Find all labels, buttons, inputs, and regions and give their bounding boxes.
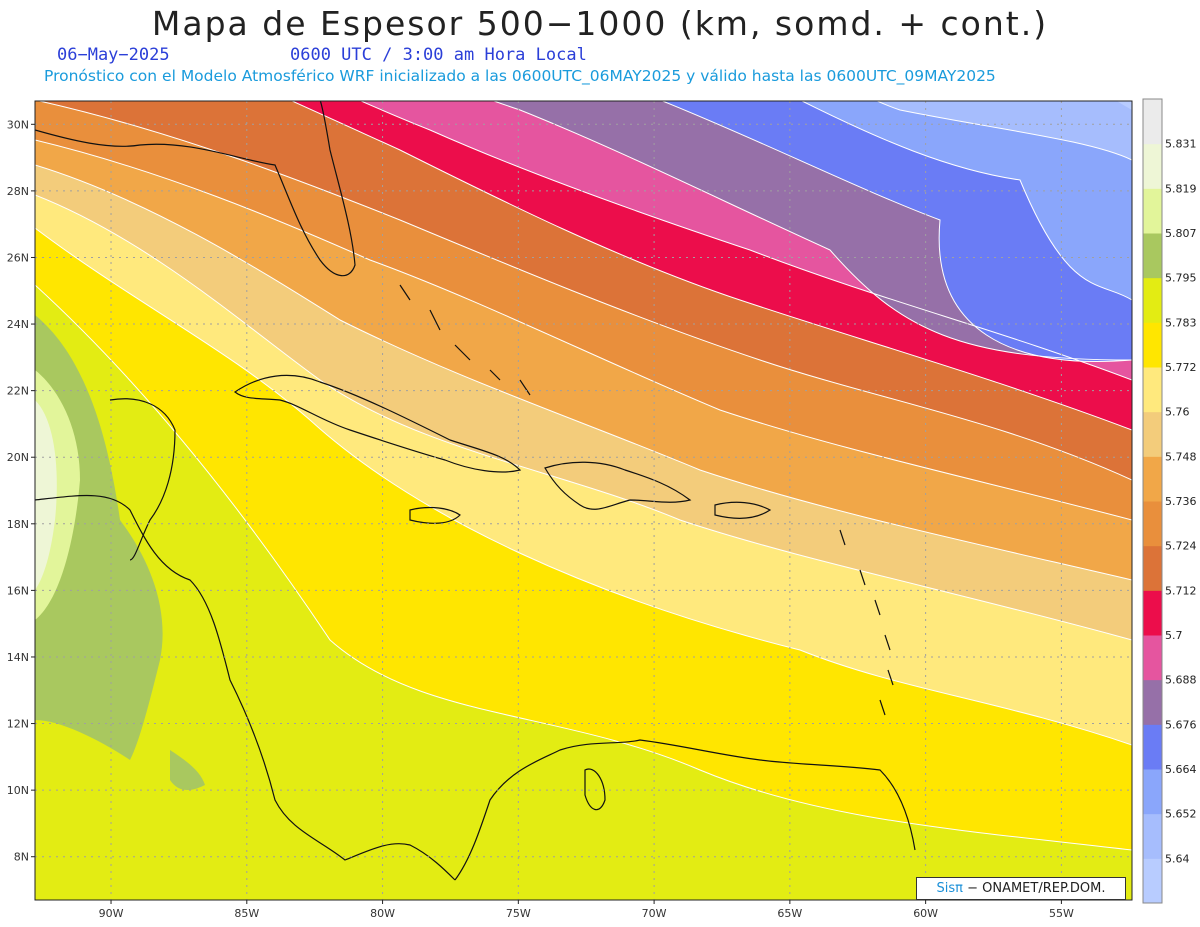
model-subtitle: Pronóstico con el Modelo Atmosférico WRF… [44, 67, 996, 85]
colorbar-label: 5.831 [1165, 138, 1197, 151]
bahamas [399, 284, 531, 396]
lon-label: 70W [642, 907, 667, 920]
colorbar-label: 5.748 [1165, 450, 1197, 463]
latitude-labels: 8N 10N 12N 14N 16N 18N 20N 22N 24N 26N 28N 30N [7, 118, 35, 864]
colorbar-swatch [1143, 635, 1162, 681]
colorbar-swatch [1143, 99, 1162, 145]
lon-label: 85W [234, 907, 259, 920]
colorbar-swatch [1143, 456, 1162, 502]
lon-label: 90W [99, 907, 124, 920]
colorbar-swatch [1143, 143, 1162, 189]
central-america-coast [35, 494, 456, 881]
lon-label: 75W [506, 907, 531, 920]
lat-label: 14N [7, 651, 29, 664]
lat-label: 28N [7, 185, 29, 198]
lon-label: 55W [1049, 907, 1074, 920]
colorbar-label: 5.783 [1165, 316, 1197, 329]
colorbar-label: 5.819 [1165, 182, 1197, 195]
cuba-coast [233, 374, 522, 473]
colorbar-swatch [1143, 769, 1162, 815]
south-america-coast [454, 739, 916, 881]
lat-label: 30N [7, 118, 29, 131]
lat-label: 10N [7, 784, 29, 797]
colorbar-label: 5.736 [1165, 495, 1197, 508]
longitude-labels: 90W 85W 80W 75W 70W 65W 60W 55W [99, 900, 1074, 920]
lat-label: 20N [7, 451, 29, 464]
forecast-time: 0600 UTC / 3:00 am Hora Local [290, 45, 587, 65]
lesser-antilles [839, 529, 894, 716]
colorbar-swatch [1143, 590, 1162, 636]
lat-label: 24N [7, 318, 29, 331]
jamaica-coast [409, 506, 461, 524]
florida-coast [35, 101, 356, 277]
colorbar-label: 5.64 [1165, 852, 1190, 865]
lat-label: 12N [7, 718, 29, 731]
colorbar-swatch [1143, 277, 1162, 323]
lat-label: 16N [7, 584, 29, 597]
forecast-date: 06−May−2025 [57, 45, 170, 65]
colorbar-swatch [1143, 188, 1162, 234]
colorbar-label: 5.807 [1165, 227, 1197, 240]
colorbar-label: 5.676 [1165, 718, 1197, 731]
colorbar-swatch [1143, 679, 1162, 725]
colorbar-swatch [1143, 858, 1162, 904]
credit-text: − ONAMET/REP.DOM. [962, 881, 1106, 896]
colorbar-swatch [1143, 322, 1162, 368]
colorbar: 5.64 5.652 5.664 5.676 5.688 5.7 5.712 5.724 5.7… [1142, 98, 1197, 904]
colorbar-label: 5.712 [1165, 584, 1197, 597]
gridlines [35, 101, 1132, 900]
lat-label: 8N [14, 851, 29, 864]
lat-label: 18N [7, 518, 29, 531]
puerto-rico-coast [714, 501, 772, 519]
contour-bands [35, 101, 1132, 850]
colorbar-swatch [1143, 411, 1162, 457]
colorbar-swatch [1143, 545, 1162, 591]
contour-lines [35, 101, 1132, 851]
colorbar-label: 5.724 [1165, 540, 1197, 553]
lat-label: 22N [7, 385, 29, 398]
colorbar-label: 5.7 [1165, 629, 1183, 642]
colorbar-label: 5.652 [1165, 808, 1197, 821]
lon-label: 65W [777, 907, 802, 920]
lat-label: 26N [7, 251, 29, 264]
colorbar-swatch [1143, 813, 1162, 859]
credit-brand: Sisπ [936, 881, 963, 896]
colorbar-label: 5.795 [1165, 272, 1197, 285]
colorbar-frame [1142, 98, 1163, 904]
lon-label: 60W [913, 907, 938, 920]
colorbar-label: 5.664 [1165, 763, 1197, 776]
colorbar-swatch [1143, 367, 1162, 413]
coastlines [35, 101, 916, 881]
credit-box: Sisπ − ONAMET/REP.DOM. [916, 877, 1126, 900]
colorbar-label: 5.772 [1165, 361, 1197, 374]
lake-maracaibo [584, 768, 606, 811]
colorbar-swatch [1143, 233, 1162, 279]
colorbar-label: 5.76 [1165, 406, 1190, 419]
hispaniola-coast [544, 461, 692, 510]
colorbar-swatch [1143, 501, 1162, 547]
colorbar-label: 5.688 [1165, 674, 1197, 687]
colorbar-swatch [1143, 724, 1162, 770]
yucatan-coast [109, 398, 176, 561]
map-frame [34, 100, 1133, 901]
lon-label: 80W [370, 907, 395, 920]
map-title: Mapa de Espesor 500−1000 (km, somd. + co… [151, 4, 1049, 43]
